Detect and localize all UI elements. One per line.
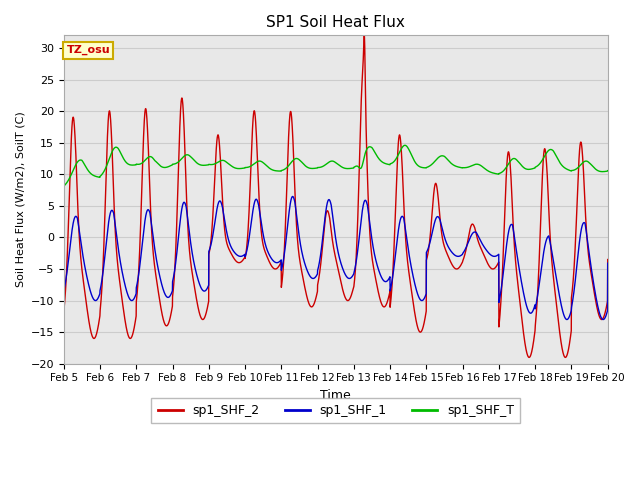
sp1_SHF_2 xyxy=(229,253,237,259)
sp1_SHF_2 xyxy=(125,333,132,339)
Title: SP1 Soil Heat Flux: SP1 Soil Heat Flux xyxy=(266,15,405,30)
Line: sp1_SHF_T: sp1_SHF_T xyxy=(64,145,608,186)
sp1_SHF_1 xyxy=(94,295,102,301)
sp1_SHF_1 xyxy=(229,247,237,253)
Line: sp1_SHF_1: sp1_SHF_1 xyxy=(64,196,608,320)
Text: TZ_osu: TZ_osu xyxy=(67,45,110,56)
X-axis label: Time: Time xyxy=(321,389,351,402)
sp1_SHF_2 xyxy=(604,257,612,263)
sp1_SHF_T xyxy=(125,162,133,168)
sp1_SHF_2 xyxy=(480,252,488,258)
sp1_SHF_1 xyxy=(125,294,132,300)
sp1_SHF_T xyxy=(604,168,612,174)
sp1_SHF_2 xyxy=(360,32,368,38)
sp1_SHF_2 xyxy=(436,212,444,217)
sp1_SHF_T xyxy=(94,174,102,180)
sp1_SHF_2 xyxy=(125,335,133,340)
Y-axis label: Soil Heat Flux (W/m2), SoilT (C): Soil Heat Flux (W/m2), SoilT (C) xyxy=(15,112,25,288)
sp1_SHF_2 xyxy=(525,355,533,360)
sp1_SHF_1 xyxy=(563,317,571,323)
sp1_SHF_1 xyxy=(480,244,488,250)
sp1_SHF_1 xyxy=(125,295,133,301)
sp1_SHF_T xyxy=(436,154,444,159)
sp1_SHF_1 xyxy=(604,260,612,266)
sp1_SHF_2 xyxy=(60,309,68,314)
sp1_SHF_T xyxy=(125,161,132,167)
sp1_SHF_T xyxy=(60,183,68,189)
sp1_SHF_T xyxy=(229,164,237,170)
sp1_SHF_1 xyxy=(60,288,68,294)
sp1_SHF_1 xyxy=(289,193,296,199)
sp1_SHF_1 xyxy=(436,216,444,222)
sp1_SHF_T xyxy=(480,165,488,171)
sp1_SHF_T xyxy=(401,143,409,148)
Line: sp1_SHF_2: sp1_SHF_2 xyxy=(64,35,608,358)
sp1_SHF_2 xyxy=(94,324,102,330)
Legend: sp1_SHF_2, sp1_SHF_1, sp1_SHF_T: sp1_SHF_2, sp1_SHF_1, sp1_SHF_T xyxy=(151,397,520,423)
